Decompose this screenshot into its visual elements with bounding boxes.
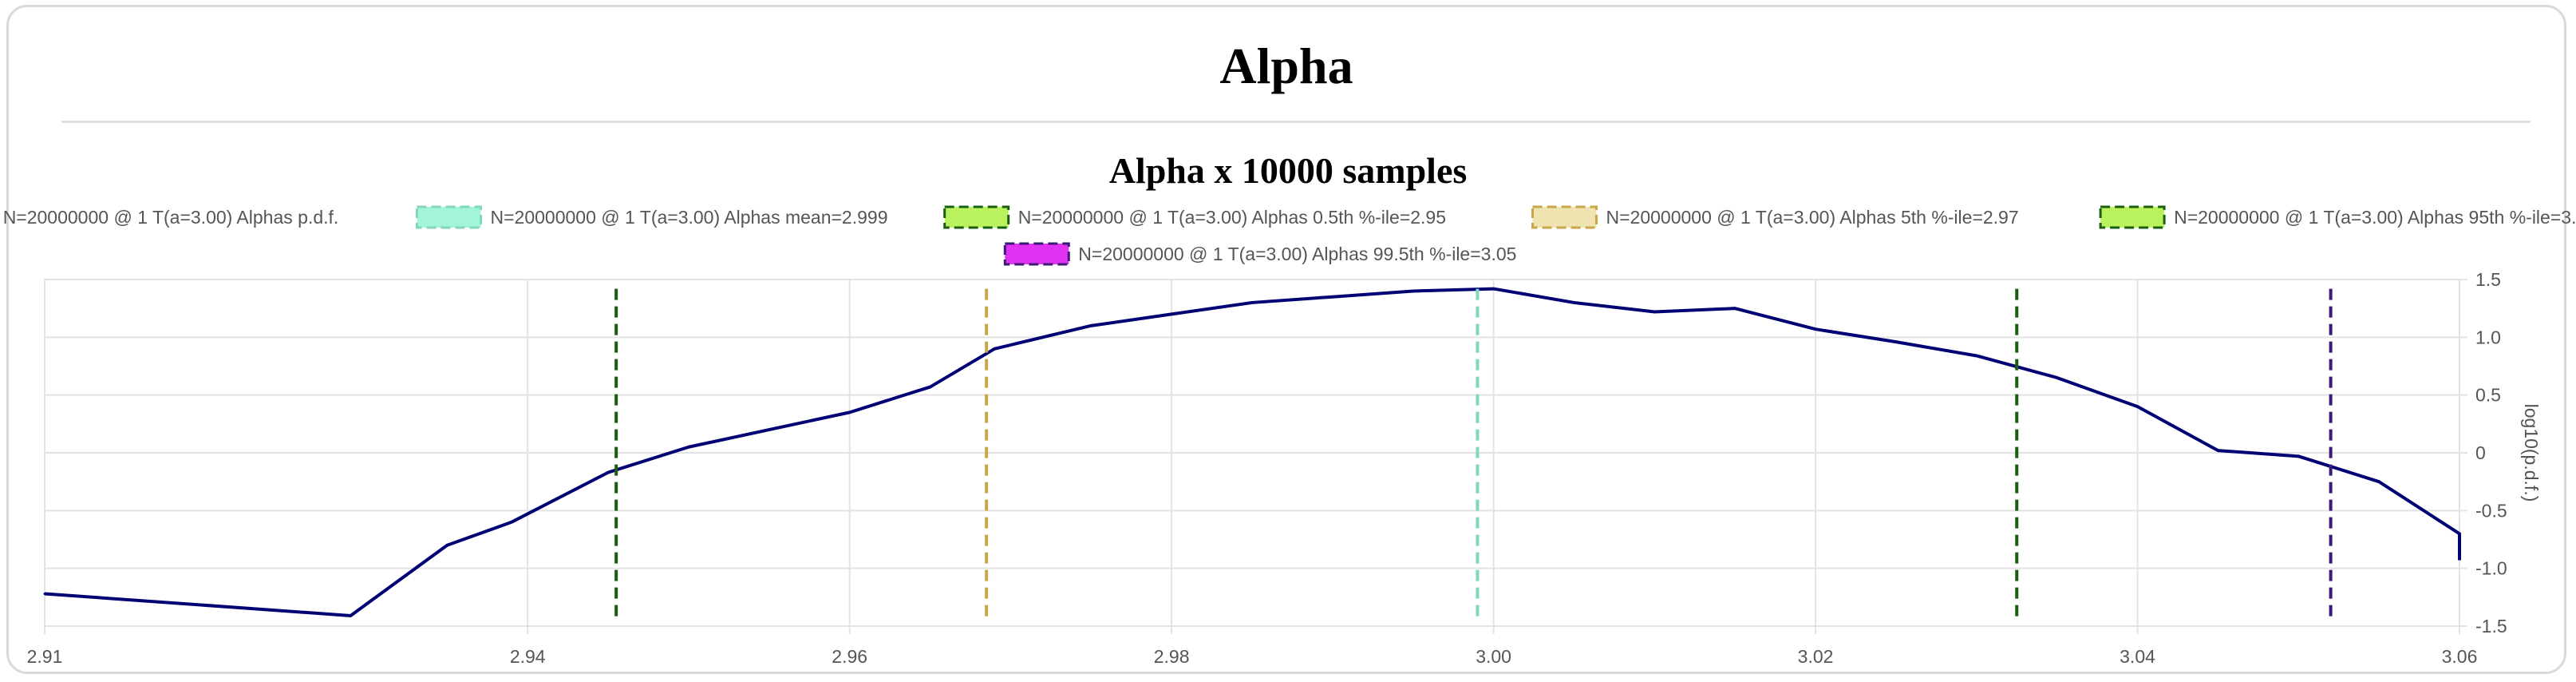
- legend-label: N=20000000 @ 1 T(a=3.00) Alphas p.d.f.: [3, 207, 339, 228]
- pdf-point: [929, 386, 932, 389]
- legend-item: N=20000000 @ 1 T(a=3.00) Alphas 95th %-i…: [2099, 205, 2576, 229]
- legend-label: N=20000000 @ 1 T(a=3.00) Alphas 5th %-il…: [1606, 207, 2019, 228]
- y-tick-label: -1.0: [2475, 558, 2507, 579]
- pdf-point: [2297, 454, 2300, 458]
- x-tick-label: 2.98: [1154, 646, 1190, 667]
- legend-label: N=20000000 @ 1 T(a=3.00) Alphas mean=2.9…: [491, 207, 888, 228]
- pdf-point: [349, 614, 352, 617]
- pdf-point: [2136, 405, 2139, 408]
- pdf-point: [848, 410, 851, 414]
- title-divider: [61, 121, 2531, 123]
- legend-label: N=20000000 @ 1 T(a=3.00) Alphas 99.5th %…: [1078, 244, 1516, 264]
- pdf-point: [1653, 311, 1656, 314]
- pdf-point: [1572, 301, 1575, 304]
- pdf-point: [510, 521, 513, 524]
- chart-title: Alpha x 10000 samples: [1109, 150, 1468, 191]
- pdf-point: [1975, 354, 1978, 357]
- pdf-point: [1412, 289, 1415, 292]
- x-tick-label: 2.91: [27, 646, 63, 667]
- legend-item: N=20000000 @ 1 T(a=3.00) Alphas 5th %-il…: [1531, 205, 2019, 229]
- x-tick-label: 3.04: [2120, 646, 2155, 667]
- x-tick-label: 3.06: [2442, 646, 2478, 667]
- x-tick-label: 2.94: [510, 646, 546, 667]
- pdf-point: [1089, 324, 1092, 327]
- legend-item: N=20000000 @ 1 T(a=3.00) Alphas p.d.f.: [3, 207, 339, 228]
- legend-label: N=20000000 @ 1 T(a=3.00) Alphas 95th %-i…: [2174, 207, 2576, 228]
- pdf-point: [445, 544, 448, 547]
- y-tick-label: 0.5: [2475, 385, 2501, 406]
- pdf-point: [1894, 340, 1898, 343]
- x-axis: 2.91 2.94 2.96 2.98 3.00 3.02 3.04 3.06: [27, 646, 2478, 667]
- grid: [44, 279, 2467, 634]
- page-title: Alpha: [1219, 38, 1353, 94]
- legend: N=20000000 @ 1 T(a=3.00) Alphas p.d.f. N=…: [3, 205, 2576, 266]
- x-tick-label: 3.02: [1798, 646, 1834, 667]
- pdf-point: [2216, 449, 2219, 452]
- pdf-point: [2458, 532, 2461, 535]
- legend-swatch: [2099, 205, 2166, 229]
- plot-area: [43, 287, 2461, 617]
- legend-swatch: [1531, 205, 1598, 229]
- pdf-point: [1250, 301, 1254, 304]
- y-tick-label: -0.5: [2475, 500, 2507, 521]
- pdf-point: [1170, 312, 1173, 315]
- y-tick-label: 0: [2475, 442, 2486, 463]
- pdf-point: [993, 347, 996, 351]
- legend-swatch: [1003, 242, 1070, 266]
- pdf-point: [606, 471, 610, 474]
- pdf-point: [2377, 480, 2380, 483]
- chart-card: Alpha: [6, 5, 2566, 674]
- y-tick-label: -1.5: [2475, 616, 2507, 636]
- y-tick-label: 1.0: [2475, 327, 2501, 347]
- pdf-point: [1733, 307, 1736, 310]
- pdf-point: [1814, 327, 1817, 331]
- pdf-point: [1492, 287, 1495, 291]
- legend-item: N=20000000 @ 1 T(a=3.00) Alphas 99.5th %…: [1003, 242, 1516, 266]
- y-axis-label: log10(p.d.f.): [2521, 404, 2542, 502]
- legend-label: N=20000000 @ 1 T(a=3.00) Alphas 0.5th %-…: [1018, 207, 1446, 228]
- y-axis: 1.5 1.0 0.5 0 -0.5 -1.0 -1.5: [2475, 269, 2507, 636]
- pdf-point: [687, 446, 690, 449]
- pdf-point: [2056, 376, 2059, 379]
- legend-swatch: [416, 205, 482, 229]
- pdf-point: [43, 592, 46, 595]
- pdf-point: [1331, 295, 1334, 299]
- x-tick-label: 2.96: [832, 646, 867, 667]
- pdf-point: [768, 428, 771, 431]
- legend-item: N=20000000 @ 1 T(a=3.00) Alphas mean=2.9…: [416, 205, 888, 229]
- y-tick-label: 1.5: [2475, 269, 2501, 290]
- legend-swatch: [943, 205, 1010, 229]
- legend-item: N=20000000 @ 1 T(a=3.00) Alphas 0.5th %-…: [943, 205, 1446, 229]
- x-tick-label: 3.00: [1476, 646, 1511, 667]
